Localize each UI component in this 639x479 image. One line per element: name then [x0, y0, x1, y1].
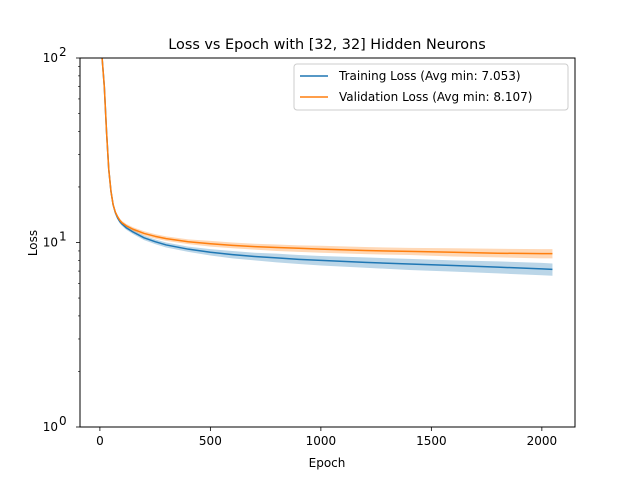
x-tick-label: 1000	[306, 434, 337, 448]
y-axis-label: Loss	[26, 230, 40, 256]
legend-label-training: Training Loss (Avg min: 7.053)	[338, 69, 521, 83]
chart-title: Loss vs Epoch with [32, 32] Hidden Neuro…	[168, 37, 485, 53]
legend-box	[293, 63, 569, 111]
y-tick-exponent: 2	[59, 45, 67, 59]
y-tick-label: 10	[43, 420, 58, 434]
x-tick-label: 1500	[416, 434, 447, 448]
x-axis-label: Epoch	[309, 456, 346, 470]
x-axis: 0 500 1000 1500 2000	[96, 427, 557, 448]
y-tick-label: 10	[43, 236, 58, 250]
legend: Training Loss (Avg min: 7.053) Validatio…	[293, 63, 569, 111]
y-tick-label: 10	[43, 51, 58, 65]
series-line-1	[101, 58, 553, 255]
legend-label-validation: Validation Loss (Avg min: 8.107)	[339, 90, 532, 104]
x-tick-label: 0	[96, 434, 104, 448]
series-lines	[101, 58, 553, 271]
x-tick-label: 500	[199, 434, 222, 448]
x-tick-label: 2000	[527, 434, 558, 448]
y-tick-exponent: 0	[59, 414, 67, 428]
y-tick-exponent: 1	[59, 230, 67, 244]
